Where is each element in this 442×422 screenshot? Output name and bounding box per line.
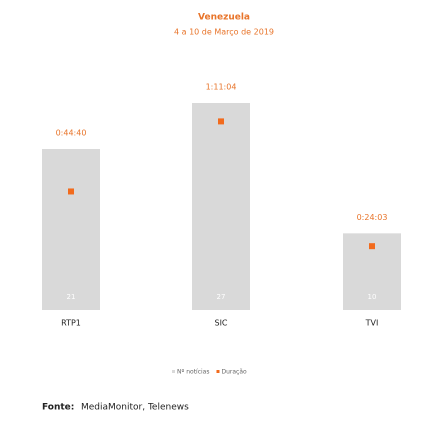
duration-label: 1:11:04 <box>206 83 237 92</box>
x-tick-label: RTP1 <box>61 319 81 328</box>
bar-value-label: 21 <box>67 293 76 301</box>
source-label: Fonte: <box>42 403 74 413</box>
marker <box>369 243 375 250</box>
legend-swatch <box>172 370 175 373</box>
legend-swatch <box>216 370 220 373</box>
bar <box>192 103 250 310</box>
bar-value-label: 27 <box>217 293 226 301</box>
chart-subtitle: 4 a 10 de Março de 2019 <box>174 28 274 37</box>
legend-label: Duração <box>221 369 247 376</box>
chart-title: Venezuela <box>198 13 250 23</box>
x-tick-label: TVI <box>365 319 379 328</box>
bar <box>42 149 100 310</box>
duration-label: 0:44:40 <box>56 129 87 138</box>
duration-label: 0:24:03 <box>357 213 388 222</box>
marker <box>68 188 74 195</box>
bar-value-label: 10 <box>368 293 377 301</box>
source: MediaMonitor, Telenews <box>81 403 189 413</box>
marker <box>218 118 224 125</box>
legend-label: Nº notícias <box>177 369 209 376</box>
x-tick-label: SIC <box>214 319 227 328</box>
